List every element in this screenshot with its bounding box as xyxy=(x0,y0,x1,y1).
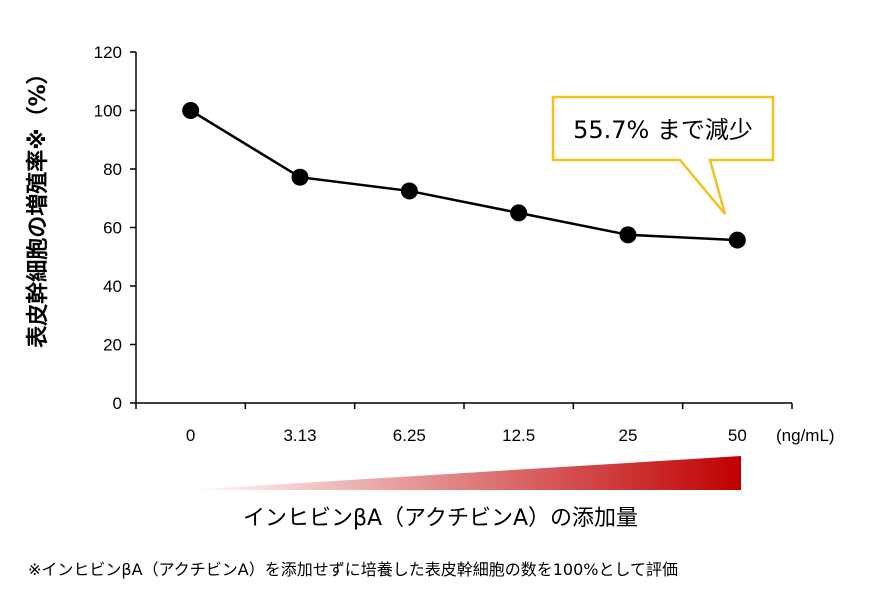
footnote: ※インヒビンβA（アクチビンA）を添加せずに培養した表皮幹細胞の数を100%とし… xyxy=(28,560,678,579)
data-point xyxy=(400,182,418,200)
x-tick-label: 50 xyxy=(728,426,747,445)
x-tick-label: 25 xyxy=(619,426,638,445)
data-point xyxy=(182,102,200,119)
data-point xyxy=(291,168,309,186)
y-tick-label: 80 xyxy=(103,160,122,179)
x-tick-label: 12.5 xyxy=(502,426,535,445)
x-tick-label: 6.25 xyxy=(393,426,426,445)
x-tick-label: 0 xyxy=(186,426,195,445)
y-tick-label: 40 xyxy=(103,277,122,296)
data-point xyxy=(510,204,528,222)
data-point xyxy=(619,226,637,244)
y-tick-label: 0 xyxy=(113,394,122,413)
data-point xyxy=(728,231,746,249)
y-tick-label: 60 xyxy=(103,219,122,238)
y-tick-label: 100 xyxy=(94,102,122,121)
dose-gradient-wedge xyxy=(187,456,741,490)
series-line xyxy=(190,109,738,242)
annotation-text: 55.7% まで減少 xyxy=(573,116,753,144)
x-axis-title: インヒビンβA（アクチビンA）の添加量 xyxy=(242,506,639,531)
y-tick-label: 120 xyxy=(94,43,122,62)
x-tick-label: 3.13 xyxy=(283,426,316,445)
y-tick-label: 20 xyxy=(103,336,122,355)
x-unit-label: (ng/mL) xyxy=(776,426,835,445)
y-axis-label: 表皮幹細胞の増殖率※（%） xyxy=(25,62,51,347)
annotation-callout: 55.7% まで減少 xyxy=(551,95,775,215)
callout-box xyxy=(551,95,775,215)
